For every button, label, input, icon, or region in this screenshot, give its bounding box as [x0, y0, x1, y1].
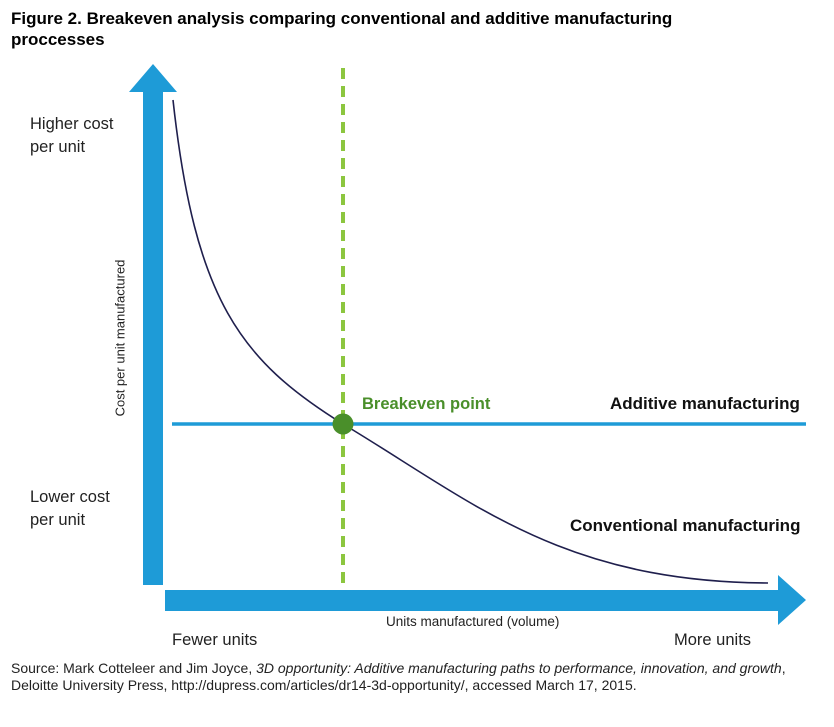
conventional-curve	[173, 100, 768, 583]
higher-cost-label-line2: per unit	[30, 136, 113, 159]
lower-cost-label: Lower cost per unit	[30, 486, 110, 532]
source-work: 3D opportunity: Additive manufacturing p…	[256, 660, 782, 676]
higher-cost-label-line1: Higher cost	[30, 113, 113, 136]
conventional-label: Conventional manufacturing	[570, 516, 800, 536]
y-axis-title: Cost per unit manufactured	[113, 260, 128, 417]
source-prefix: Source: Mark Cotteleer and Jim Joyce,	[11, 660, 256, 676]
fewer-units-label: Fewer units	[172, 629, 257, 652]
breakeven-point-marker	[333, 414, 354, 435]
lower-cost-label-line1: Lower cost	[30, 486, 110, 509]
additive-label: Additive manufacturing	[610, 394, 800, 414]
lower-cost-label-line2: per unit	[30, 509, 110, 532]
higher-cost-label: Higher cost per unit	[30, 113, 113, 159]
more-units-label: More units	[674, 629, 751, 652]
breakeven-label: Breakeven point	[362, 395, 490, 414]
source-note: Source: Mark Cotteleer and Jim Joyce, 3D…	[11, 660, 811, 694]
x-axis-title: Units manufactured (volume)	[386, 614, 559, 629]
y-axis-arrow	[129, 64, 177, 585]
